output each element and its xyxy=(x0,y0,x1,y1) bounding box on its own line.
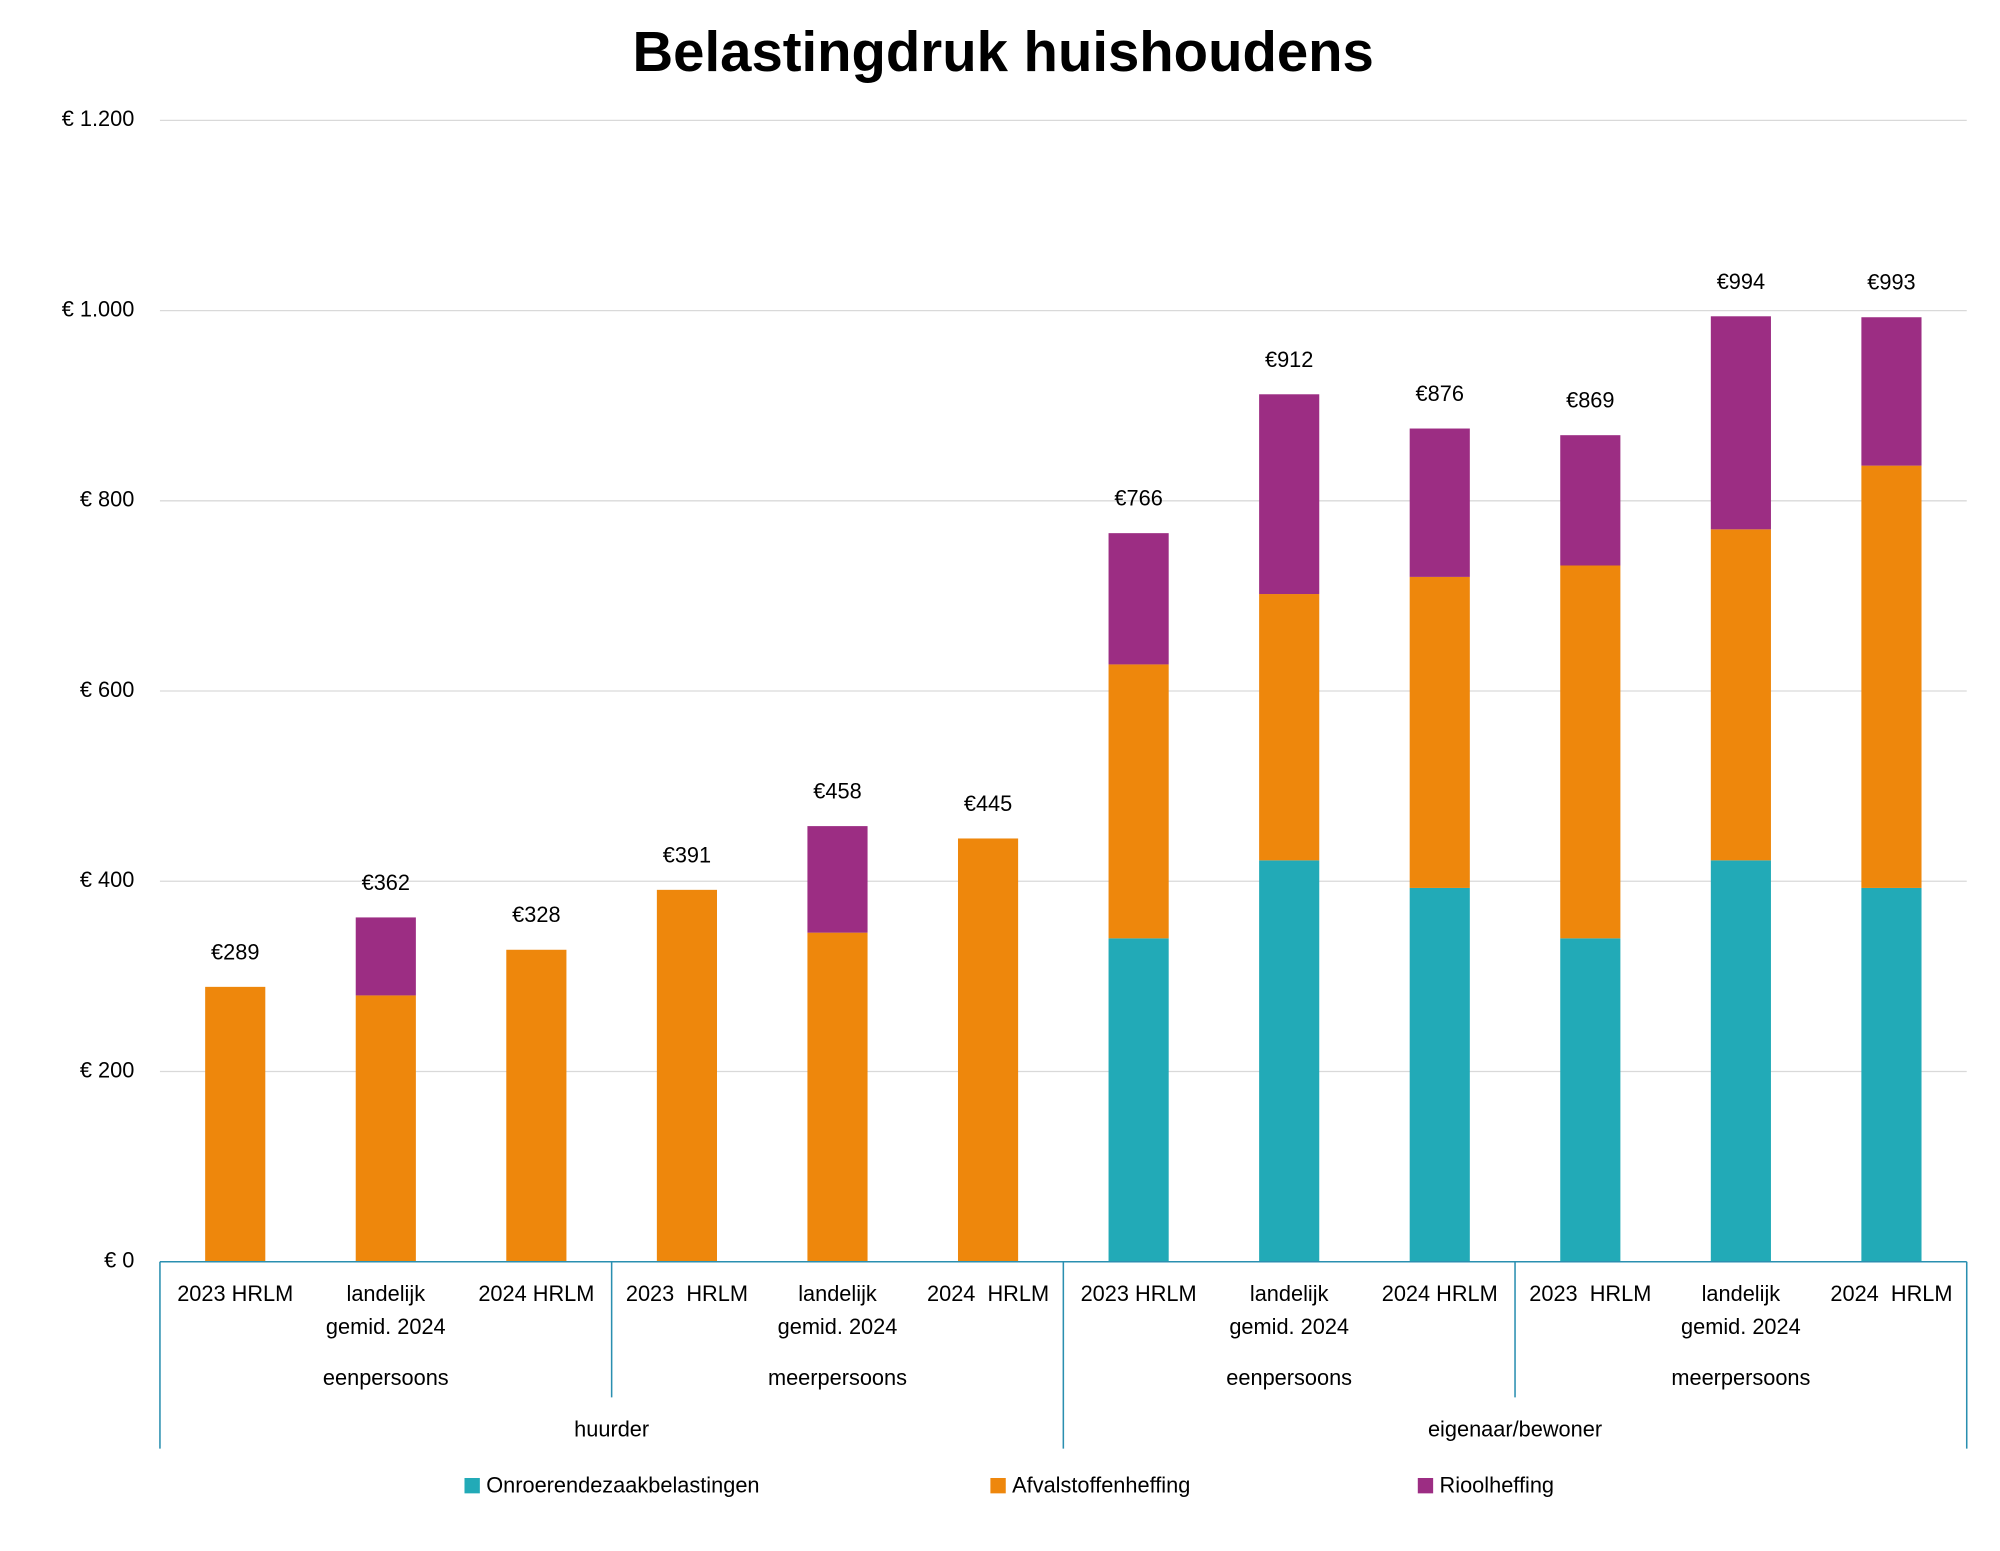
x-tick-label: gemid. 2024 xyxy=(778,1314,898,1339)
bar-segment xyxy=(1108,938,1169,1262)
y-tick-label: € 1.200 xyxy=(62,106,135,131)
x-tick-label: 2024 HRLM xyxy=(927,1281,1049,1306)
x-tick-label: 2024 HRLM xyxy=(478,1281,594,1306)
legend-label: Onroerendezaakbelastingen xyxy=(486,1473,759,1498)
y-tick-label: € 800 xyxy=(80,487,134,512)
total-label: €289 xyxy=(211,939,259,964)
legend-swatch xyxy=(990,1477,1006,1494)
x-tick-label: landelijk xyxy=(1250,1281,1329,1306)
x-tick-label: gemid. 2024 xyxy=(1681,1314,1801,1339)
x-tick-label: landelijk xyxy=(798,1281,877,1306)
bar-segment xyxy=(1259,860,1320,1262)
y-tick-label: € 400 xyxy=(80,867,134,892)
bar-segment xyxy=(1108,664,1169,939)
legend-label: Afvalstoffenheffing xyxy=(1012,1473,1190,1498)
bar-segment xyxy=(1861,887,1922,1262)
group-label: eenpersoons xyxy=(1226,1365,1352,1390)
y-tick-label: € 0 xyxy=(104,1247,134,1272)
group-label: meerpersoons xyxy=(768,1365,907,1390)
total-label: €391 xyxy=(663,842,711,867)
total-label: €869 xyxy=(1566,388,1614,413)
total-label: €766 xyxy=(1114,486,1162,511)
bar-segment xyxy=(1409,576,1470,888)
x-tick-label: landelijk xyxy=(346,1281,425,1306)
bar-segment xyxy=(205,986,266,1262)
bar-segment xyxy=(957,838,1019,1262)
bar-segment xyxy=(1560,565,1621,939)
total-label: €876 xyxy=(1416,381,1464,406)
x-tick-label: landelijk xyxy=(1702,1281,1781,1306)
bar-segment xyxy=(656,889,717,1262)
bar-segment xyxy=(1861,317,1922,466)
legend-label: Rioolheffing xyxy=(1440,1473,1554,1498)
y-tick-label: € 1.000 xyxy=(62,296,135,321)
total-label: €445 xyxy=(964,791,1012,816)
bar-segment xyxy=(355,995,416,1262)
bar-segment xyxy=(1409,428,1470,577)
bar-segment xyxy=(1560,435,1621,566)
x-tick-label: 2024 HRLM xyxy=(1830,1281,1952,1306)
group-label: eenpersoons xyxy=(323,1365,449,1390)
x-tick-label: gemid. 2024 xyxy=(1229,1314,1349,1339)
y-tick-label: € 600 xyxy=(80,677,134,702)
legend-swatch xyxy=(1417,1477,1434,1494)
bar-segment xyxy=(506,949,567,1262)
total-label: €362 xyxy=(362,870,410,895)
legend-swatch xyxy=(464,1477,480,1494)
total-label: €912 xyxy=(1265,347,1313,372)
x-tick-label: 2023 HRLM xyxy=(626,1281,748,1306)
bar-segment xyxy=(807,932,868,1262)
bar-segment xyxy=(1108,533,1169,665)
bar-segment xyxy=(1259,394,1320,595)
bar-segment xyxy=(1259,594,1320,861)
x-tick-label: 2023 HRLM xyxy=(177,1281,293,1306)
bar-segment xyxy=(355,917,416,996)
x-tick-label: 2023 HRLM xyxy=(1081,1281,1197,1306)
supergroup-label: huurder xyxy=(574,1416,649,1441)
bar-segment xyxy=(1710,860,1771,1262)
supergroup-label: eigenaar/bewoner xyxy=(1428,1416,1602,1441)
group-label: meerpersoons xyxy=(1671,1365,1810,1390)
total-label: €994 xyxy=(1717,269,1765,294)
chart-title: Belastingdruk huishoudens xyxy=(633,20,1374,83)
bar-segment xyxy=(1710,316,1771,530)
bar-segment xyxy=(1861,465,1922,888)
y-tick-label: € 200 xyxy=(80,1057,134,1082)
x-tick-label: 2024 HRLM xyxy=(1382,1281,1498,1306)
x-tick-label: 2023 HRLM xyxy=(1529,1281,1651,1306)
x-tick-label: gemid. 2024 xyxy=(326,1314,446,1339)
total-label: €458 xyxy=(813,779,861,804)
total-label: €993 xyxy=(1867,270,1915,295)
bar-segment xyxy=(1710,529,1771,861)
total-label: €328 xyxy=(512,902,560,927)
bar-segment xyxy=(1409,887,1470,1262)
bar-segment xyxy=(1560,938,1621,1262)
bar-segment xyxy=(807,826,868,933)
